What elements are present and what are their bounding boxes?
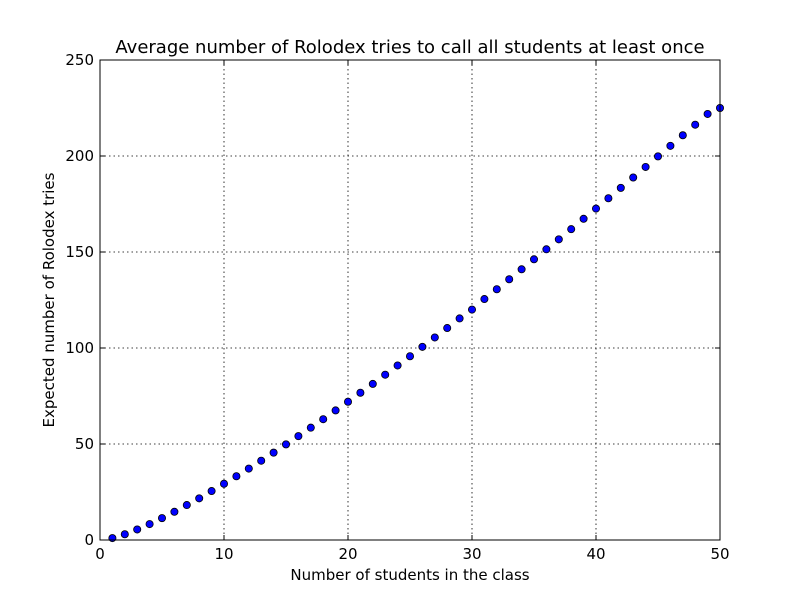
data-point (257, 456, 266, 465)
x-tick-label: 40 (586, 545, 605, 563)
data-point (219, 479, 228, 488)
data-point (530, 255, 539, 264)
grid-lines (100, 60, 720, 540)
data-point (157, 514, 166, 523)
data-point (195, 494, 204, 503)
y-tick-label: 50 (75, 435, 94, 453)
chart-title: Average number of Rolodex tries to call … (115, 37, 704, 58)
data-point (133, 525, 142, 534)
data-point (542, 245, 551, 254)
axis-ticks: 0 10 20 30 40 50 0 50 100 150 200 250 (65, 51, 729, 563)
y-axis-label: Expected number of Rolodex tries (40, 172, 58, 427)
x-axis-label: Number of students in the class (290, 566, 529, 584)
data-point (269, 448, 278, 457)
data-point (604, 194, 613, 203)
data-point (629, 173, 638, 182)
data-point (554, 235, 563, 244)
data-point (666, 141, 675, 150)
x-tick-label: 20 (338, 545, 357, 563)
data-point (145, 520, 154, 529)
data-point (443, 324, 452, 333)
data-point (393, 361, 402, 370)
data-point (232, 472, 241, 481)
data-point (467, 305, 476, 314)
data-point (492, 285, 501, 294)
data-point (331, 406, 340, 415)
data-point (319, 415, 328, 424)
data-point (703, 109, 712, 118)
x-tick-label: 50 (710, 545, 729, 563)
data-point (381, 370, 390, 379)
y-tick-label: 100 (65, 339, 94, 357)
data-point (207, 487, 216, 496)
data-point (592, 204, 601, 213)
data-point (182, 501, 191, 510)
y-tick-label: 250 (65, 51, 94, 69)
y-tick-label: 0 (84, 531, 94, 549)
data-point (567, 225, 576, 234)
data-point (517, 265, 526, 274)
data-point (691, 120, 700, 129)
data-point (455, 314, 464, 323)
data-point (505, 275, 514, 284)
data-point (678, 131, 687, 140)
data-point (579, 214, 588, 223)
y-tick-label: 200 (65, 147, 94, 165)
data-point (170, 507, 179, 516)
data-point (244, 464, 253, 473)
x-tick-label: 0 (95, 545, 105, 563)
data-point (108, 534, 117, 543)
data-point (480, 295, 489, 304)
plot-frame (99, 59, 721, 541)
data-point (343, 397, 352, 406)
data-point (281, 440, 290, 449)
data-point (294, 432, 303, 441)
data-point (430, 333, 439, 342)
data-point (405, 352, 414, 361)
data-point (418, 342, 427, 351)
data-point (120, 530, 129, 539)
data-point (654, 152, 663, 161)
y-tick-label: 150 (65, 243, 94, 261)
data-points (108, 104, 725, 543)
data-point (641, 162, 650, 171)
data-point (306, 423, 315, 432)
data-point (616, 183, 625, 192)
data-point (356, 388, 365, 397)
data-point (368, 379, 377, 388)
x-tick-label: 30 (462, 545, 481, 563)
x-tick-label: 10 (214, 545, 233, 563)
